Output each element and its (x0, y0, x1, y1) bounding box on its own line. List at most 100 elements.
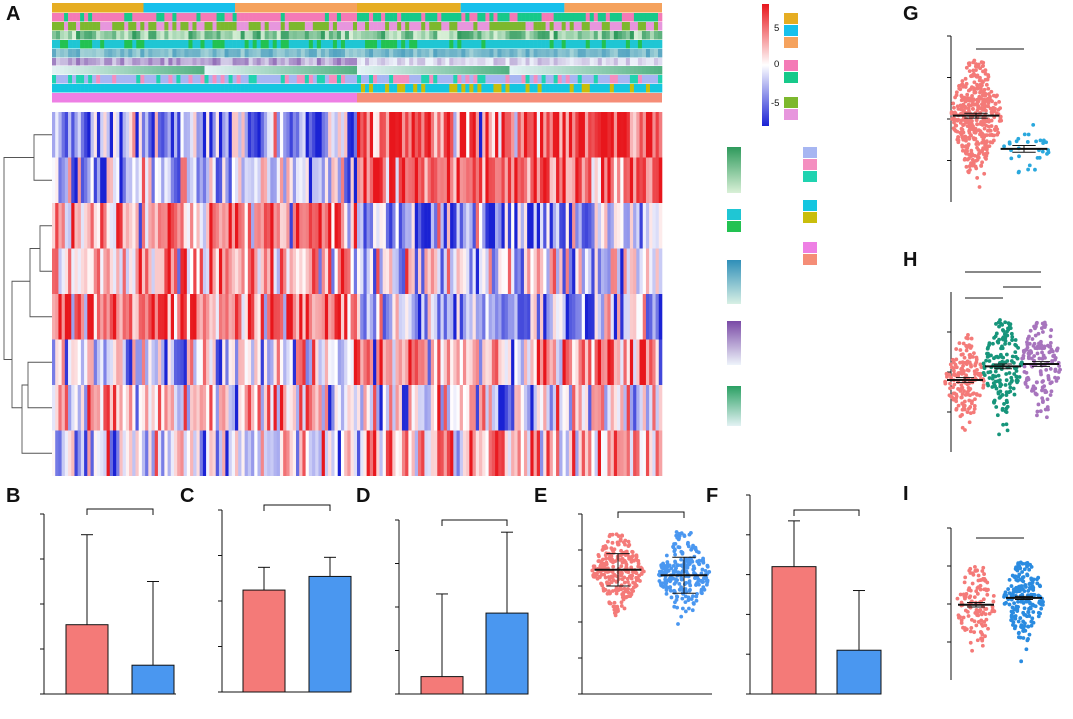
heatmap-cell (411, 157, 416, 203)
heatmap-cell (103, 112, 107, 158)
annotation-cell (260, 31, 265, 40)
heatmap-cell (141, 430, 146, 476)
heatmap-cell (244, 157, 249, 203)
heatmap-cell (453, 157, 457, 203)
heatmap-cell (324, 248, 329, 294)
heatmap-cell (572, 339, 576, 385)
heatmap-cell (440, 248, 444, 294)
heatmap-cell (408, 248, 412, 294)
annotation-cell (80, 13, 85, 22)
heatmap-cell (132, 203, 136, 249)
annotation-cell (312, 49, 318, 58)
annotation-cell (188, 75, 193, 84)
heatmap-row-egr2 (52, 294, 663, 340)
annotation-cell (525, 75, 530, 84)
annotation-cell (352, 31, 358, 40)
heatmap-cell (578, 385, 583, 431)
annotation-cell (148, 49, 153, 58)
heatmap-cell (395, 157, 400, 203)
heatmap-cell (655, 385, 660, 431)
annotation-cell (625, 75, 631, 84)
annotation-cell (509, 49, 514, 58)
annotation-cell (140, 40, 145, 49)
annotation-cell (649, 66, 655, 75)
annotation-cell (324, 40, 330, 49)
annotation-cell (96, 84, 101, 93)
annotation-cell (336, 13, 342, 22)
data-point (1036, 575, 1041, 580)
annotation-cell (501, 13, 506, 22)
annotation-cell (365, 40, 370, 49)
data-point (975, 108, 980, 113)
heatmap-cell (318, 248, 322, 294)
data-point (677, 532, 682, 536)
heatmap-cell (129, 203, 133, 249)
annotation-cell (561, 49, 566, 58)
annotation-cell (332, 13, 338, 22)
heatmap-cell (222, 248, 226, 294)
heatmap-cell (482, 430, 486, 476)
annotation-cell (521, 13, 526, 22)
heatmap-cell (530, 112, 534, 158)
annotation-cell (373, 75, 378, 84)
heatmap-cell (498, 203, 502, 249)
heatmap-cell (157, 430, 162, 476)
annotation-cell (649, 84, 655, 93)
annotation-cell (240, 75, 245, 84)
data-point (997, 324, 1001, 329)
annotation-cell (92, 75, 97, 84)
annotation-cell (172, 22, 177, 31)
annotation-cell (377, 22, 382, 31)
data-point (966, 614, 971, 618)
annotation-cell (224, 49, 229, 58)
heatmap-cell (408, 294, 412, 340)
heatmap-cell (347, 248, 351, 294)
annotation-cell (80, 66, 85, 75)
annotation-cell (481, 49, 486, 58)
annotation-cell (108, 58, 113, 66)
data-point (624, 562, 629, 567)
heatmap-cell (138, 339, 143, 385)
heatmap-cell (174, 385, 178, 431)
annotation-cell (457, 40, 462, 49)
annotation-cell (160, 58, 165, 66)
annotation-cell (589, 40, 595, 49)
annotation-cell (184, 75, 189, 84)
annotation-cell (244, 75, 249, 84)
data-point (959, 618, 964, 623)
data-point (1035, 346, 1040, 351)
annotation-cell (244, 66, 249, 75)
data-point (963, 106, 968, 110)
annotation-cell (188, 22, 193, 31)
data-point (1000, 406, 1005, 411)
annotation-cell (505, 40, 510, 49)
data-point (1046, 150, 1051, 155)
data-point (980, 64, 985, 69)
annotation-cell (168, 66, 173, 75)
data-point (998, 106, 1003, 111)
heatmap-cell (607, 430, 611, 476)
annotation-cell (397, 13, 402, 22)
heatmap-cell (55, 339, 59, 385)
heatmap-cell (119, 339, 123, 385)
data-point (985, 346, 990, 351)
data-point (605, 580, 609, 585)
heatmap-cell (495, 430, 499, 476)
data-point (1007, 341, 1012, 346)
heatmap-cell (373, 157, 377, 203)
heatmap-cell (161, 385, 165, 431)
heatmap-cell (405, 385, 409, 431)
annotation-cell (553, 58, 558, 66)
annotation-cell (220, 31, 225, 40)
significance-bracket (86, 508, 154, 515)
data-point (1004, 378, 1009, 383)
heatmap-cell (196, 157, 200, 203)
annotation-cell (168, 84, 173, 93)
heatmap-cell (190, 203, 194, 249)
data-point (620, 533, 624, 538)
heatmap-cell (174, 248, 178, 294)
annotation-cell (76, 40, 81, 49)
heatmap-cell (584, 112, 589, 158)
heatmap-cell (247, 294, 252, 340)
annotation-cell (429, 22, 434, 31)
